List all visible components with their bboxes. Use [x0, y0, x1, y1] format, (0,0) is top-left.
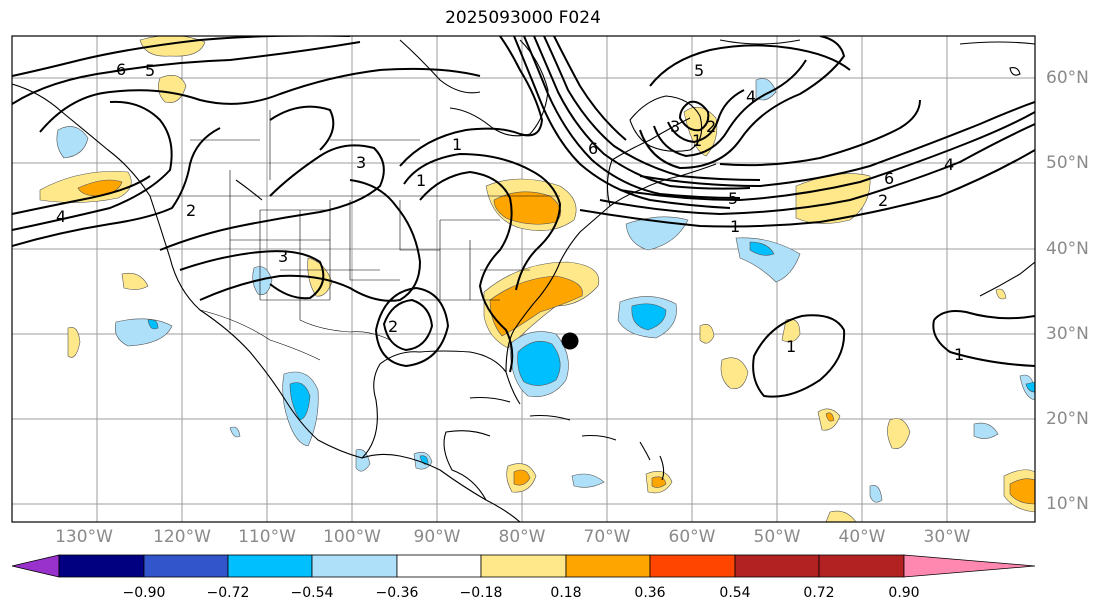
strong-negative-anomaly-patch — [631, 303, 667, 331]
lat-label: 10°N — [1046, 494, 1089, 514]
colorbar-segment — [649, 554, 736, 578]
colorbar-tick-label: 0.72 — [803, 585, 835, 601]
colorbar-segment — [58, 554, 145, 578]
colorbar-tick-label: 0.18 — [550, 585, 582, 601]
contour-label: 5 — [694, 61, 704, 80]
lon-label: 60°W — [668, 527, 716, 547]
negative-anomaly-patch — [973, 422, 999, 439]
map-title: 2025093000 F024 — [445, 8, 601, 28]
lat-label: 40°N — [1046, 239, 1089, 259]
contour-label: 1 — [692, 131, 702, 150]
lon-label: 70°W — [583, 527, 631, 547]
positive-anomaly-patch — [887, 418, 911, 449]
positive-anomaly-patch — [699, 324, 715, 344]
colorbar-segment — [565, 554, 651, 578]
contour-label: 1 — [786, 337, 796, 356]
colorbar-segment — [311, 554, 398, 578]
storm-center-marker — [561, 332, 579, 350]
strong-positive-anomaly-patch — [825, 412, 835, 422]
lon-label: 110°W — [238, 527, 296, 547]
lon-label: 120°W — [153, 527, 211, 547]
lon-label: 80°W — [498, 527, 546, 547]
lat-label: 20°N — [1046, 409, 1089, 429]
colorbar-segment — [396, 554, 482, 578]
positive-anomaly-patch — [720, 357, 749, 389]
lat-label: 60°N — [1046, 68, 1089, 88]
positive-anomaly-patch — [121, 272, 149, 290]
state-boundaries — [150, 110, 560, 361]
colorbar-tick-label: −0.36 — [375, 585, 419, 601]
height-contours — [12, 36, 1035, 398]
colorbar-tick-label: −0.90 — [122, 585, 166, 601]
lon-label: 100°W — [323, 527, 381, 547]
negative-anomaly-patch — [355, 449, 371, 472]
contour-label: 2 — [878, 191, 888, 210]
colorbar-segment — [227, 554, 313, 578]
colorbar-tick-label: 0.36 — [634, 585, 666, 601]
strong-positive-anomaly-patch — [489, 275, 583, 337]
coastlines — [12, 39, 1035, 522]
contour-label: 1 — [416, 171, 426, 190]
colorbar-tick-label: 0.54 — [719, 585, 751, 601]
negative-anomaly-patch — [229, 426, 241, 438]
colorbar-extend-low — [11, 554, 60, 578]
colorbar — [11, 554, 1036, 578]
colorbar-extend-high-tip — [903, 554, 1036, 578]
contour-label: 2 — [706, 117, 716, 136]
contour-label: 6 — [116, 60, 126, 79]
colorbar-tick-label: −0.18 — [459, 585, 503, 601]
strong-negative-anomaly-patch — [289, 382, 311, 421]
contour-label: 1 — [452, 135, 462, 154]
lat-label: 50°N — [1046, 153, 1089, 173]
strong-positive-anomaly-patch — [513, 469, 531, 486]
colorbar-tick-label: −0.54 — [290, 585, 334, 601]
lon-label: 90°W — [413, 527, 461, 547]
negative-anomaly-patch — [571, 473, 605, 488]
contour-label: 2 — [186, 201, 196, 220]
lat-label: 30°N — [1046, 324, 1089, 344]
contour-label: 5 — [145, 61, 155, 80]
contour-label: 3 — [278, 247, 288, 266]
lon-label: 130°W — [55, 527, 113, 547]
contour-labels: 6 5 4 2 3 1 3 2 1 6 5 4 3 2 1 6 5 4 2 1 … — [56, 60, 964, 364]
colorbar-tick-label: 0.90 — [888, 585, 920, 601]
contour-label: 2 — [388, 317, 398, 336]
contour-label: 5 — [728, 189, 738, 208]
colorbar-segment — [734, 554, 820, 578]
lon-label: 30°W — [923, 527, 971, 547]
strong-negative-anomaly-patch — [517, 341, 561, 386]
contour-label: 4 — [56, 207, 66, 226]
colorbar-segment — [143, 554, 229, 578]
colorbar-segment — [480, 554, 567, 578]
negative-anomaly-patch — [56, 126, 89, 159]
negative-anomaly-patch — [869, 485, 883, 503]
strong-negative-anomaly-patch — [749, 241, 775, 256]
strong-positive-anomaly-patch — [1009, 478, 1035, 505]
contour-label: 3 — [670, 117, 680, 136]
contour-label: 4 — [944, 155, 954, 174]
strong-negative-anomaly-patch — [1025, 381, 1035, 393]
contour-label: 4 — [746, 87, 756, 106]
strong-negative-anomaly-patch — [147, 319, 159, 330]
positive-anomaly-patch — [825, 510, 857, 522]
contour-label: 1 — [730, 217, 740, 236]
positive-anomaly-patch — [67, 327, 81, 358]
contour-label: 1 — [954, 345, 964, 364]
colorbar-tick-label: −0.72 — [206, 585, 250, 601]
lon-label: 40°W — [838, 527, 886, 547]
negative-anomaly-patch — [755, 78, 777, 101]
contour-label: 6 — [884, 169, 894, 188]
contour-label: 6 — [588, 139, 598, 158]
positive-anomaly-patch — [995, 288, 1007, 300]
negative-anomaly-patch — [625, 216, 689, 251]
contour-label: 3 — [356, 153, 366, 172]
map-frame — [11, 35, 1036, 523]
colorbar-extend-high — [818, 554, 905, 578]
lon-label: 50°W — [753, 527, 801, 547]
